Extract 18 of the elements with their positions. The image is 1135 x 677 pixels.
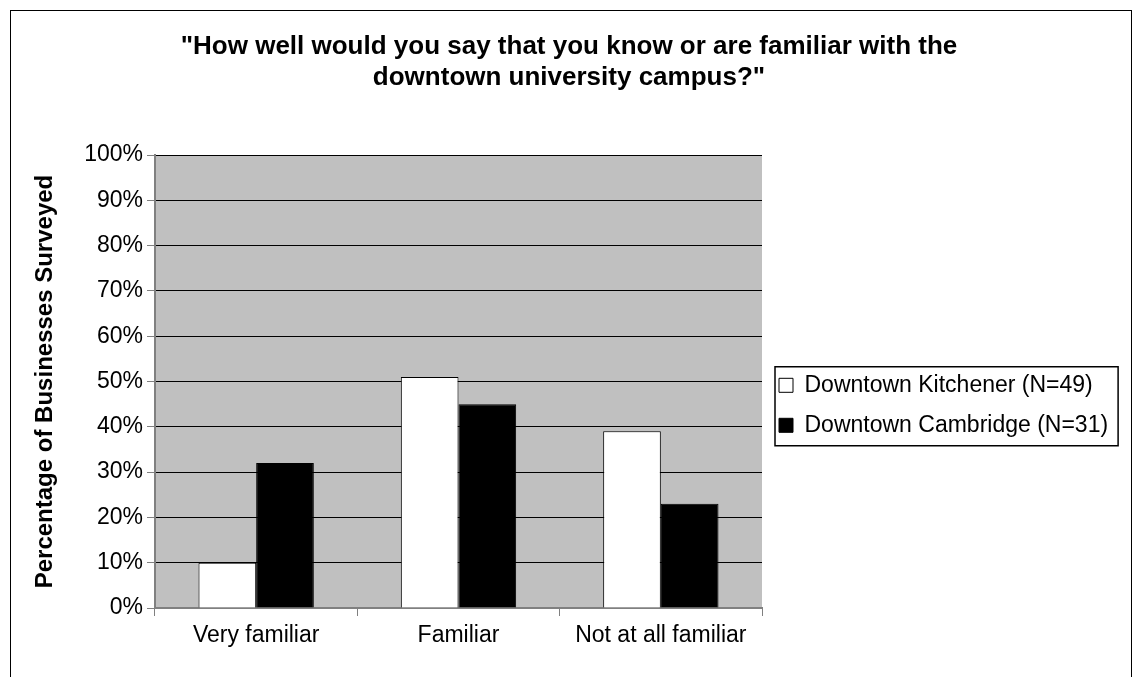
y-tick-label: 90% [96,185,143,212]
y-tick-label: 10% [96,548,143,575]
chart-title: "How well would you say that you know or are familiar with the downtown university campus?" [179,30,959,92]
y-axis-title: Percentage of Businesses Surveyed [30,174,58,589]
legend-label: Downtown Cambridge (N=31) [804,410,1109,437]
legend-label: Downtown Kitchener (N=49) [804,370,1093,397]
y-tick-label: 70% [96,276,143,303]
y-tick-label: 20% [96,502,143,529]
y-tick-label: 50% [96,366,143,393]
y-tick-label: 60% [96,321,143,348]
y-tick-label: 80% [96,230,143,257]
y-tick-label: 100% [84,140,143,167]
y-tick-label: 30% [96,457,143,484]
y-tick-label: 0% [109,593,143,620]
x-tick-label: Familiar [417,621,500,648]
x-tick-label: Very familiar [192,621,320,648]
x-tick-label: Not at all familiar [575,621,747,648]
y-tick-label: 40% [96,412,143,439]
